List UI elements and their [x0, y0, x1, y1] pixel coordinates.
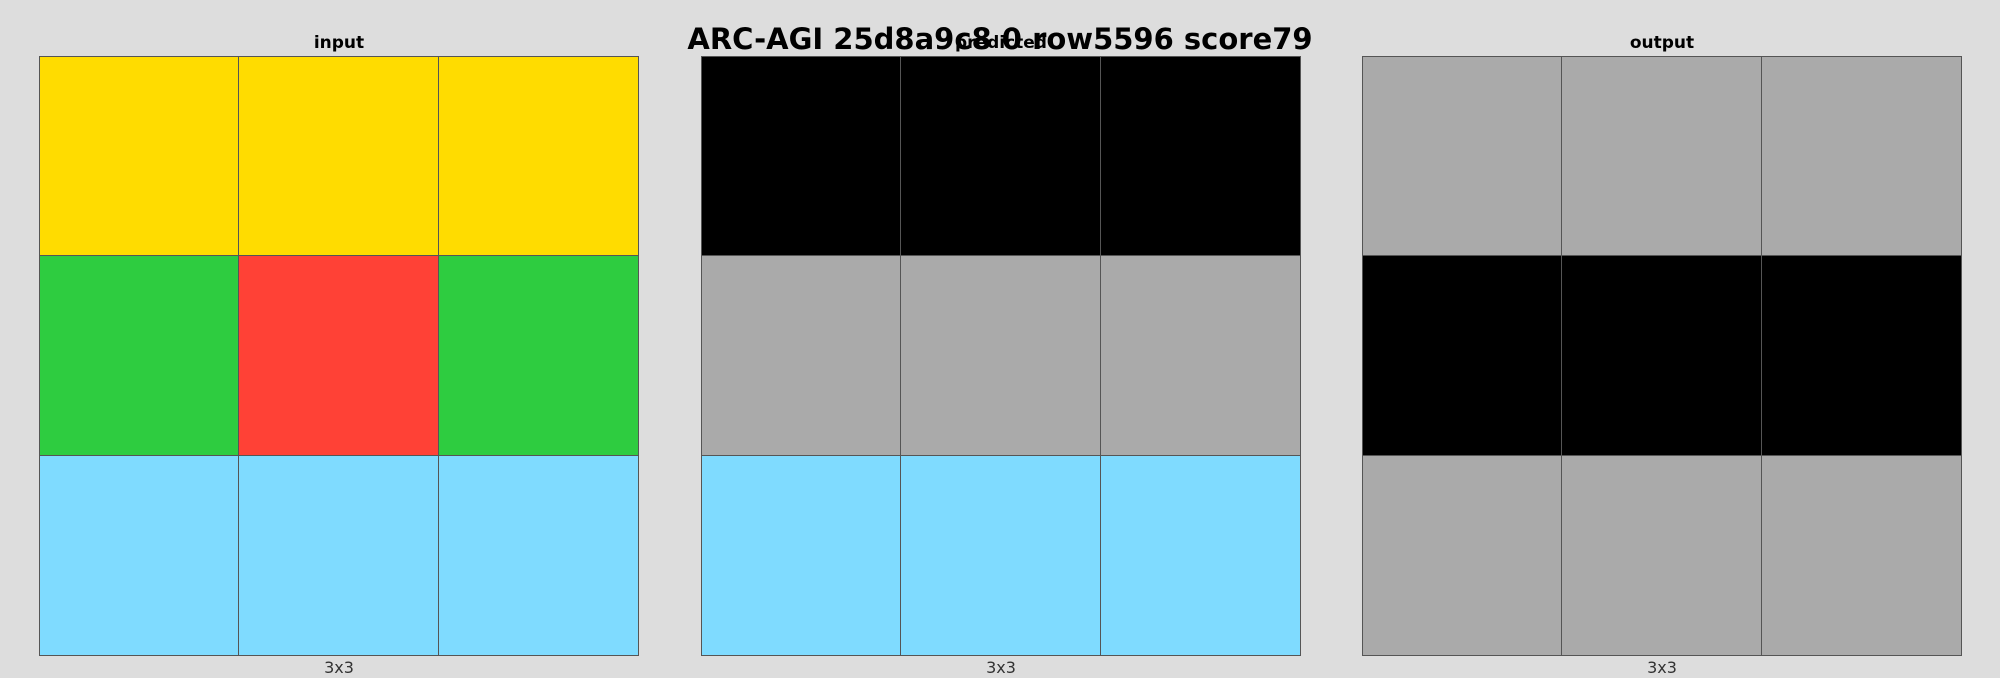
grid-cell — [900, 56, 1102, 257]
grid-cell — [1561, 255, 1763, 457]
grid-cell — [1761, 455, 1962, 656]
grid-cell — [1362, 56, 1563, 257]
input-panel: input 3x3 — [39, 30, 639, 678]
grid-cell — [1761, 56, 1962, 257]
grid-cell — [39, 255, 240, 457]
grid-cell — [701, 455, 902, 656]
grid-cell — [39, 56, 240, 257]
output-grid — [1362, 56, 1962, 656]
grid-cell — [39, 455, 240, 656]
predicted-panel: predicted 3x3 — [701, 30, 1301, 678]
grid-cell — [1100, 56, 1301, 257]
grid-cell — [1362, 255, 1563, 457]
grid-cell — [900, 455, 1102, 656]
input-grid — [39, 56, 639, 656]
input-size-label: 3x3 — [324, 658, 354, 677]
grid-cell — [1362, 455, 1563, 656]
grid-cell — [1761, 255, 1962, 457]
grid-cell — [1561, 56, 1763, 257]
grid-cell — [438, 56, 639, 257]
figure-title: ARC-AGI 25d8a9c8 0 row5596 score79 — [687, 22, 1313, 56]
grid-cell — [238, 455, 440, 656]
output-panel-title: output — [1629, 33, 1695, 53]
grid-cell — [701, 255, 902, 457]
grid-cell — [238, 255, 440, 457]
grid-cell — [238, 56, 440, 257]
grid-cell — [1561, 455, 1763, 656]
grid-cell — [1100, 255, 1301, 457]
grid-cell — [900, 255, 1102, 457]
output-panel: output 3x3 — [1362, 30, 1962, 678]
grid-cell — [1100, 455, 1301, 656]
predicted-size-label: 3x3 — [986, 658, 1016, 677]
grid-cell — [438, 255, 639, 457]
predicted-panel-title: predicted — [955, 33, 1047, 53]
grid-cell — [438, 455, 639, 656]
input-panel-title: input — [313, 33, 365, 53]
output-size-label: 3x3 — [1647, 658, 1677, 677]
grid-cell — [701, 56, 902, 257]
predicted-grid — [701, 56, 1301, 656]
